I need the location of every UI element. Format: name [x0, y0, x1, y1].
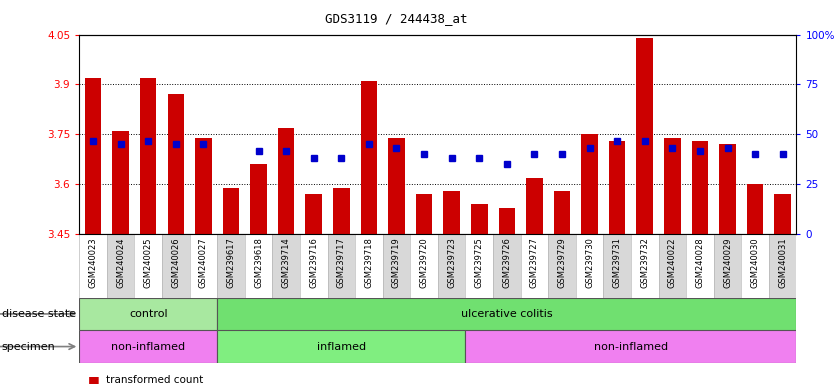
Text: inflamed: inflamed: [317, 341, 366, 352]
Bar: [223, 188, 239, 234]
Text: GSM240030: GSM240030: [751, 237, 760, 288]
Bar: [526, 178, 543, 234]
Bar: [548, 234, 575, 298]
Bar: [195, 138, 212, 234]
Text: ■: ■: [88, 374, 99, 384]
Bar: [520, 234, 548, 298]
Bar: [355, 234, 383, 298]
Bar: [79, 234, 107, 298]
Bar: [79, 298, 217, 330]
Bar: [438, 234, 465, 298]
Bar: [217, 234, 244, 298]
Text: GSM239718: GSM239718: [364, 237, 374, 288]
Bar: [746, 184, 763, 234]
Bar: [79, 330, 217, 363]
Bar: [686, 234, 714, 298]
Text: GSM239716: GSM239716: [309, 237, 319, 288]
Text: ulcerative colitis: ulcerative colitis: [461, 309, 553, 319]
Bar: [691, 141, 708, 234]
Bar: [333, 188, 349, 234]
Bar: [134, 234, 162, 298]
Text: GSM239714: GSM239714: [282, 237, 290, 288]
Text: GSM239720: GSM239720: [420, 237, 429, 288]
Bar: [664, 138, 681, 234]
Bar: [140, 78, 157, 234]
Text: GSM239617: GSM239617: [227, 237, 235, 288]
Bar: [581, 134, 598, 234]
Bar: [769, 234, 796, 298]
Bar: [554, 191, 570, 234]
Text: GSM239731: GSM239731: [613, 237, 621, 288]
Bar: [575, 234, 603, 298]
Bar: [631, 234, 659, 298]
Bar: [328, 234, 355, 298]
Bar: [410, 234, 438, 298]
Text: control: control: [129, 309, 168, 319]
Bar: [659, 234, 686, 298]
Bar: [609, 141, 626, 234]
Text: non-inflamed: non-inflamed: [111, 341, 185, 352]
Bar: [168, 94, 184, 234]
Text: GSM240031: GSM240031: [778, 237, 787, 288]
Text: GSM240029: GSM240029: [723, 237, 732, 288]
Bar: [360, 81, 377, 234]
Bar: [471, 204, 488, 234]
Text: GSM239717: GSM239717: [337, 237, 346, 288]
Bar: [113, 131, 129, 234]
Text: disease state: disease state: [2, 309, 76, 319]
Bar: [714, 234, 741, 298]
Text: GDS3119 / 244438_at: GDS3119 / 244438_at: [325, 12, 467, 25]
Text: GSM239725: GSM239725: [475, 237, 484, 288]
Text: GSM239723: GSM239723: [447, 237, 456, 288]
Bar: [107, 234, 134, 298]
Bar: [719, 144, 736, 234]
Bar: [416, 194, 432, 234]
Text: non-inflamed: non-inflamed: [594, 341, 668, 352]
Text: GSM240023: GSM240023: [88, 237, 98, 288]
Text: specimen: specimen: [2, 341, 55, 352]
Text: GSM239727: GSM239727: [530, 237, 539, 288]
Text: GSM240022: GSM240022: [668, 237, 677, 288]
Text: GSM240024: GSM240024: [116, 237, 125, 288]
Bar: [85, 78, 101, 234]
Bar: [444, 191, 460, 234]
Bar: [499, 208, 515, 234]
Bar: [278, 128, 294, 234]
Bar: [388, 138, 404, 234]
Bar: [273, 234, 300, 298]
Bar: [465, 330, 796, 363]
Bar: [493, 234, 520, 298]
Bar: [244, 234, 273, 298]
Bar: [189, 234, 217, 298]
Text: GSM239618: GSM239618: [254, 237, 263, 288]
Text: GSM240025: GSM240025: [143, 237, 153, 288]
Bar: [741, 234, 769, 298]
Bar: [775, 194, 791, 234]
Bar: [217, 298, 796, 330]
Bar: [603, 234, 631, 298]
Bar: [636, 38, 653, 234]
Text: GSM240026: GSM240026: [171, 237, 180, 288]
Text: GSM239730: GSM239730: [585, 237, 594, 288]
Text: GSM239729: GSM239729: [557, 237, 566, 288]
Text: GSM240028: GSM240028: [696, 237, 705, 288]
Bar: [300, 234, 328, 298]
Text: GSM240027: GSM240027: [198, 237, 208, 288]
Bar: [465, 234, 493, 298]
Bar: [250, 164, 267, 234]
Text: GSM239726: GSM239726: [502, 237, 511, 288]
Text: GSM239719: GSM239719: [392, 237, 401, 288]
Bar: [305, 194, 322, 234]
Bar: [162, 234, 189, 298]
Text: transformed count: transformed count: [106, 375, 203, 384]
Text: GSM239732: GSM239732: [641, 237, 649, 288]
Bar: [383, 234, 410, 298]
Bar: [217, 330, 465, 363]
